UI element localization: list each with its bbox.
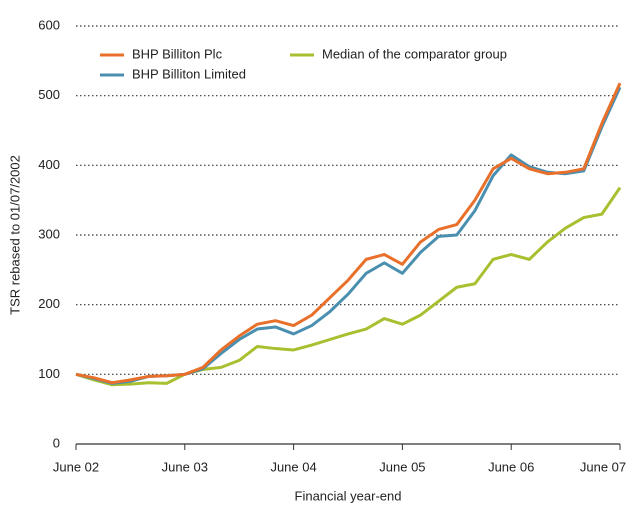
x-axis-label: Financial year-end — [295, 488, 402, 503]
y-tick-label: 500 — [38, 87, 60, 102]
y-tick-label: 400 — [38, 157, 60, 172]
y-axis-label: TSR rebased to 01/07/2002 — [7, 155, 22, 315]
legend-label: BHP Billiton Plc — [132, 46, 223, 61]
x-tick-label: June 03 — [162, 459, 208, 474]
legend-label: BHP Billiton Limited — [132, 66, 246, 81]
x-tick-label: June 04 — [270, 459, 316, 474]
x-tick-label: June 07 — [580, 459, 626, 474]
y-tick-label: 0 — [53, 435, 60, 450]
series-line — [75, 186, 622, 387]
x-tick-label: June 06 — [488, 459, 534, 474]
x-tick-label: June 02 — [53, 459, 99, 474]
series-line — [75, 82, 622, 385]
y-tick-label: 300 — [38, 226, 60, 241]
x-tick-label: June 05 — [379, 459, 425, 474]
y-tick-label: 200 — [38, 296, 60, 311]
y-tick-label: 100 — [38, 366, 60, 381]
legend-label: Median of the comparator group — [322, 46, 507, 61]
y-tick-label: 600 — [38, 17, 60, 32]
